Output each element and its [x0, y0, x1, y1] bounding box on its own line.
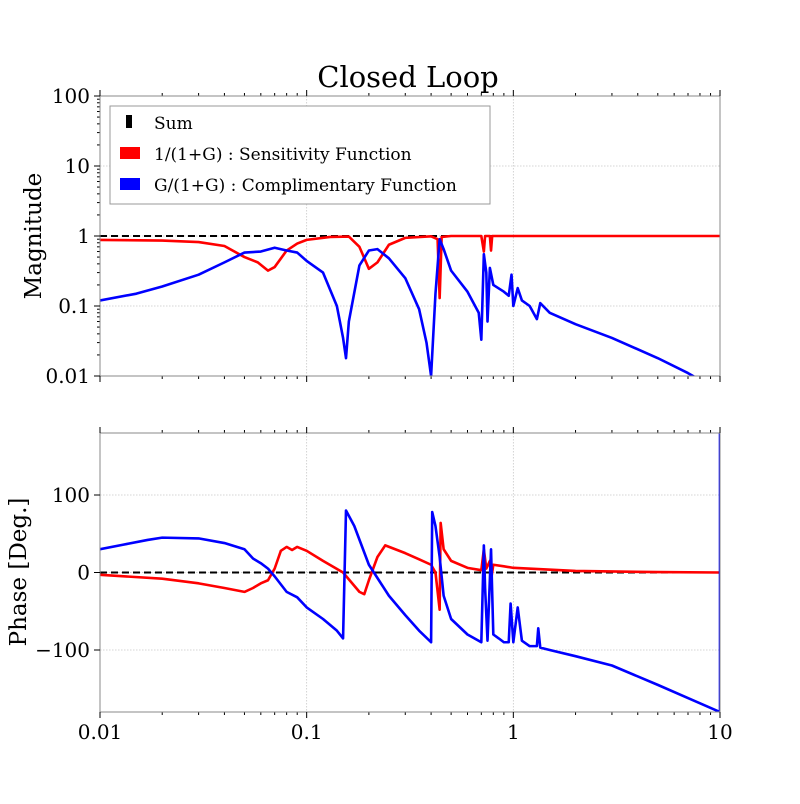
magnitude-y-tick-label: 1 — [77, 224, 90, 248]
x-tick-label: 10 — [707, 720, 732, 744]
phase-y-tick-label: 0 — [77, 561, 90, 585]
magnitude-axis-label: Magnitude — [21, 173, 47, 300]
x-tick-label: 1 — [507, 720, 520, 744]
chart-title: Closed Loop — [317, 60, 499, 94]
legend: Sum 1/(1+G) : Sensitivity Function G/(1+… — [109, 105, 491, 205]
legend-swatch-sum — [126, 115, 132, 128]
phase-panel: 0.01 0.1 1 10 −100 0 100 — [35, 427, 733, 744]
magnitude-y-tick-label: 100 — [52, 84, 90, 108]
legend-label-sensitivity: 1/(1+G) : Sensitivity Function — [154, 145, 412, 165]
legend-label-sum: Sum — [154, 114, 193, 134]
magnitude-y-tick-label: 0.1 — [58, 294, 90, 318]
magnitude-y-tick-label: 10 — [65, 154, 90, 178]
legend-box — [109, 105, 491, 205]
magnitude-y-tick-label: 0.01 — [45, 364, 90, 388]
x-tick-label: 0.1 — [291, 720, 323, 744]
phase-series-sensitivity-line — [100, 521, 720, 611]
phase-series-complimentary-line — [100, 433, 720, 712]
legend-label-complimentary: G/(1+G) : Complimentary Function — [154, 176, 457, 196]
phase-axis-label: Phase [Deg.] — [6, 498, 32, 647]
magnitude-series-complimentary-line — [100, 237, 696, 376]
magnitude-panel: 0.01 0.1 1 10 100 — [45, 84, 721, 388]
legend-swatch-complimentary — [120, 178, 140, 190]
phase-y-tick-label: 100 — [52, 483, 90, 507]
x-tick-label: 0.01 — [78, 720, 123, 744]
legend-swatch-sensitivity — [120, 147, 140, 159]
phase-y-tick-label: −100 — [35, 638, 90, 662]
